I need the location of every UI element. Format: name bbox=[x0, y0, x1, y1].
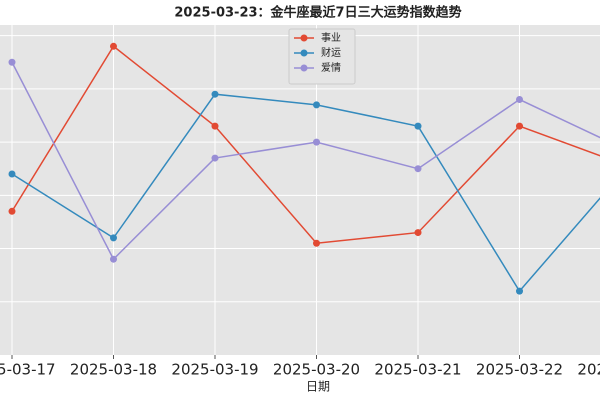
data-point bbox=[211, 90, 219, 98]
chart-title: 2025-03-23：金牛座最近7日三大运势指数趋势 bbox=[174, 5, 461, 21]
x-axis-label: 日期 bbox=[306, 380, 330, 394]
x-tick-label: 2025-03-21 bbox=[374, 361, 461, 379]
data-point bbox=[110, 234, 117, 242]
data-point bbox=[8, 207, 16, 215]
legend-label: 爱情 bbox=[321, 61, 341, 74]
data-point bbox=[211, 154, 219, 162]
legend-marker bbox=[300, 49, 308, 57]
x-tick-label: 2025-03-17 bbox=[0, 361, 56, 379]
data-point bbox=[313, 239, 320, 247]
legend-marker bbox=[300, 64, 308, 72]
x-tick-label: 2025-03-20 bbox=[273, 361, 360, 379]
data-point bbox=[110, 255, 117, 263]
data-point bbox=[313, 138, 320, 146]
data-point bbox=[8, 170, 16, 178]
data-point bbox=[414, 165, 422, 173]
x-tick-label: 2025-03-18 bbox=[70, 361, 157, 379]
data-point bbox=[516, 287, 523, 295]
data-point bbox=[516, 96, 523, 104]
legend-label: 财运 bbox=[321, 46, 341, 59]
x-tick-label: 2025-03-23 bbox=[577, 361, 600, 379]
x-tick-label: 2025-03-22 bbox=[476, 361, 563, 379]
data-point bbox=[211, 122, 219, 130]
data-point bbox=[8, 58, 16, 66]
data-point bbox=[313, 101, 320, 109]
data-point bbox=[516, 122, 523, 130]
data-point bbox=[110, 42, 117, 50]
x-tick-label: 2025-03-19 bbox=[171, 361, 258, 379]
data-point bbox=[414, 229, 422, 237]
legend-label: 事业 bbox=[321, 31, 341, 44]
data-point bbox=[414, 122, 422, 130]
legend-marker bbox=[300, 34, 308, 42]
